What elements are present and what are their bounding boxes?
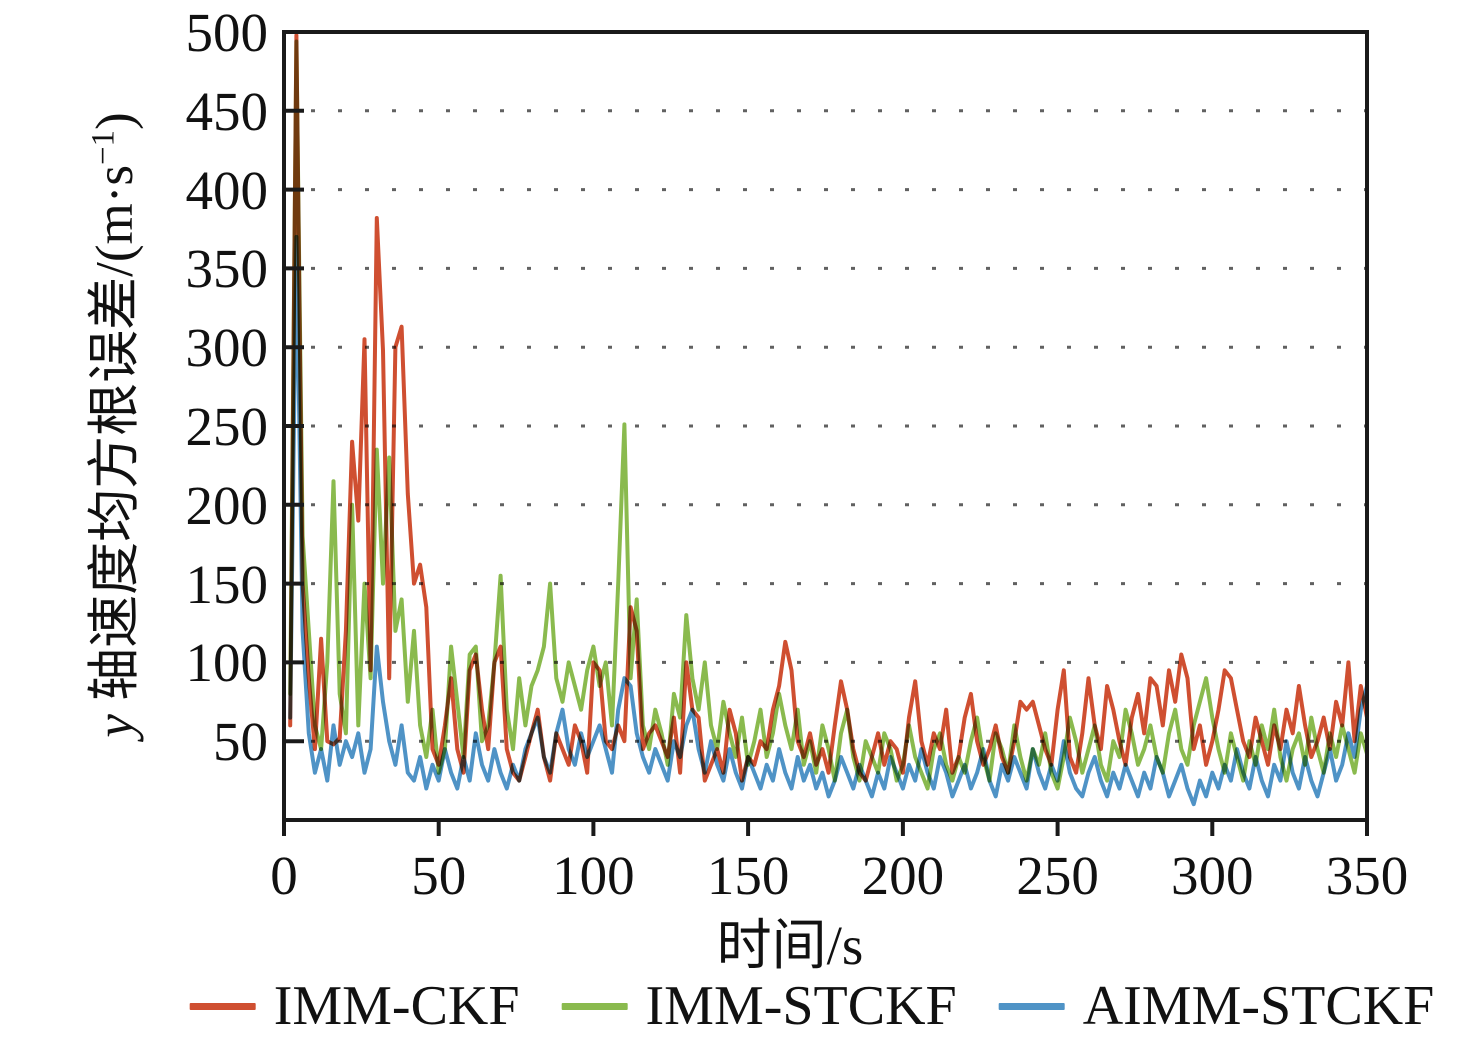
y-tick-label-250: 250 xyxy=(185,396,269,457)
x-tick-label-350: 350 xyxy=(1325,845,1409,906)
x-tick-label-150: 150 xyxy=(706,845,790,906)
legend: IMM-CKF IMM-STCKF AIMM-STCKF xyxy=(189,975,1435,1037)
legend-label-imm-ckf: IMM-CKF xyxy=(273,975,520,1037)
x-tick-label-100: 100 xyxy=(552,845,635,906)
x-tick-label-50: 50 xyxy=(411,845,467,906)
legend-item-aimm-stckf: AIMM-STCKF xyxy=(998,975,1435,1037)
x-tick-label-0: 0 xyxy=(270,845,298,906)
axis-frame-group xyxy=(282,30,1369,836)
legend-item-imm-stckf: IMM-STCKF xyxy=(561,975,957,1037)
series-line-aimm-stckf xyxy=(288,234,1369,807)
gridlines xyxy=(284,30,1367,743)
y-tick-label-350: 350 xyxy=(185,238,269,300)
y-tick-label-200: 200 xyxy=(185,474,269,536)
x-axis-label: 时间/s xyxy=(716,915,864,976)
y-tick-label-50: 50 xyxy=(213,711,268,773)
y-tick-label-500: 500 xyxy=(185,2,269,63)
x-tick-label-250: 250 xyxy=(1016,845,1099,906)
plot-area xyxy=(282,30,1369,836)
y-tick-label-400: 400 xyxy=(185,159,269,221)
legend-item-imm-ckf: IMM-CKF xyxy=(189,975,520,1037)
legend-swatch-aimm-stckf xyxy=(998,1002,1065,1010)
y-tick-label-450: 450 xyxy=(185,80,269,142)
y-tick-label-150: 150 xyxy=(185,553,269,615)
x-tick-label-300: 300 xyxy=(1171,845,1254,906)
series-group xyxy=(288,33,1369,807)
legend-swatch-imm-stckf xyxy=(561,1002,628,1010)
x-tick-label-200: 200 xyxy=(861,845,945,906)
series-line-imm-stckf xyxy=(288,39,1369,791)
legend-label-aimm-stckf: AIMM-STCKF xyxy=(1082,975,1435,1037)
legend-swatch-imm-ckf xyxy=(189,1002,256,1010)
y-tick-label-100: 100 xyxy=(185,632,269,694)
y-tick-label-300: 300 xyxy=(185,317,269,379)
legend-label-imm-stckf: IMM-STCKF xyxy=(645,975,957,1037)
